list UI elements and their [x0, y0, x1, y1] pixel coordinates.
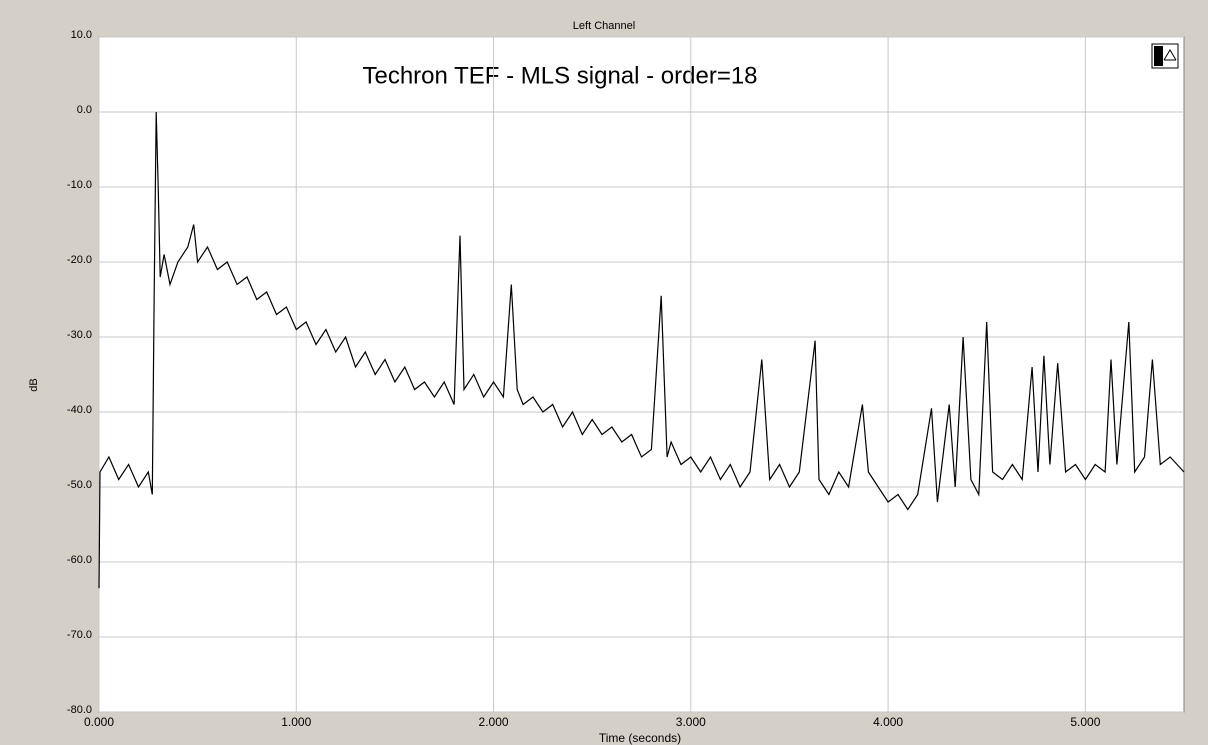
logo-wave: [1163, 49, 1177, 61]
data-line: [98, 111, 1185, 589]
y-tick-label: -10.0: [67, 179, 92, 191]
header: Left Channel: [573, 20, 635, 32]
y-tick-label: -30.0: [67, 329, 92, 341]
x-tick-label: 5.000: [1070, 715, 1100, 729]
y-axis-label: dB: [28, 378, 40, 391]
y-tick-label: -20.0: [67, 254, 92, 266]
y-tick-label: -80.0: [67, 704, 92, 716]
plot-area: [98, 36, 1185, 713]
y-tick-label: -60.0: [67, 554, 92, 566]
x-tick-label: 2.000: [479, 715, 509, 729]
y-tick-label: -70.0: [67, 629, 92, 641]
x-tick-label: 1.000: [281, 715, 311, 729]
y-tick-label: 10.0: [71, 29, 92, 41]
logo: [1151, 43, 1179, 69]
logo-mark: [1154, 46, 1163, 66]
y-tick-label: -40.0: [67, 404, 92, 416]
x-tick-label: 0.000: [84, 715, 114, 729]
x-tick-label: 3.000: [676, 715, 706, 729]
y-tick-label: 0.0: [77, 104, 92, 116]
x-axis-label: Time (seconds): [599, 731, 681, 745]
x-tick-label: 4.000: [873, 715, 903, 729]
chart-title: Techron TEF - MLS signal - order=18: [362, 62, 757, 89]
y-tick-label: -50.0: [67, 479, 92, 491]
